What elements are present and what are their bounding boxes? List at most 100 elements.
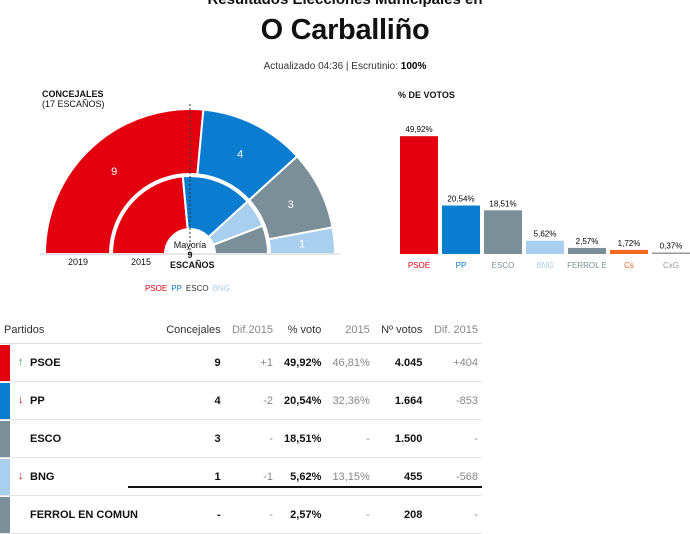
seats-cell: - [158, 495, 225, 534]
party-name: FERROL EN COMUN [30, 508, 138, 521]
vote-bar-cs [610, 249, 648, 254]
legend-psoe: PSOE [145, 284, 168, 293]
party-name: ESCO [30, 432, 62, 445]
vote-label-ferrol-e: 2,57% [576, 237, 599, 246]
seats-legend: PSOE PP ESCO BNG [145, 284, 234, 293]
pct-2015-cell: 32,36% [325, 381, 374, 420]
votes-cell: 1.664 [373, 381, 427, 420]
results-table: Partidos Concejales Dif.2015 % voto 2015… [0, 317, 482, 534]
seats-diff-cell: -1 [224, 457, 277, 496]
votes-diff-cell: - [426, 495, 482, 534]
trend-arrow-icon: ↓ [18, 470, 24, 483]
party-name: PSOE [30, 356, 61, 369]
party-color-swatch [0, 458, 10, 495]
votes-cell: 455 [373, 457, 427, 496]
col-votes: Nº votos [373, 317, 427, 344]
pct-2015-cell: 13,15% [325, 457, 374, 496]
party-name: PP [30, 394, 45, 407]
pct-cell: 2,57% [276, 495, 326, 534]
col-dif-seats: Dif.2015 [224, 317, 277, 344]
year-2015-label: 2015 [131, 257, 152, 267]
vote-category-cs: Cs [624, 261, 634, 270]
vote-label-esco: 18,51% [489, 199, 516, 208]
col-concejales: Concejales [158, 317, 225, 344]
vote-category-esco: ESCO [492, 261, 515, 270]
pct-2015-cell: - [325, 419, 374, 458]
vote-category-ferrol-e: FERROL E [567, 261, 607, 270]
charts-canvas: 9 4 3 1 49,92% PSOE 20,54% PP 18,51% ESCO 5,62% BNG… [40, 104, 690, 270]
seats-cell: 3 [158, 419, 225, 458]
table-row: ESCO 3-18,51% -1.500- [0, 419, 482, 458]
majority-label: Mayoría 9 ESCAÑOS [170, 240, 215, 270]
legend-pp: PP [171, 284, 182, 293]
votes-diff-cell: +404 [426, 343, 482, 382]
seat-count-pp: 4 [237, 148, 243, 160]
seat-arc-2015-psoe [110, 175, 189, 255]
vote-category-bng: BNG [536, 261, 553, 270]
legend-bng: BNG [212, 284, 230, 293]
seats-diff-cell: - [224, 495, 277, 534]
col-pct-voto: % voto [276, 317, 326, 344]
trend-arrow-icon: ↑ [18, 356, 24, 369]
pct-cell: 18,51% [276, 419, 326, 458]
page-title: O Carballiño [260, 14, 430, 46]
seats-cell: 9 [158, 343, 225, 382]
vote-category-psoe: PSOE [408, 261, 430, 270]
pct-cell: 49,92% [276, 343, 326, 382]
party-cell: ↑ PSOE [0, 343, 158, 382]
seat-count-esco: 3 [288, 199, 294, 211]
votes-cell: 1.500 [373, 419, 427, 458]
kicker-title: Resultados Elecciones Municipales en [0, 0, 690, 8]
vote-label-pp: 20,54% [447, 195, 474, 204]
party-name: BNG [30, 470, 55, 483]
vote-label-cxg: 0,37% [660, 242, 683, 251]
votes-label: % DE VOTOS [398, 90, 455, 100]
votes-cell: 4.045 [373, 343, 427, 382]
vote-bar-pp [442, 205, 480, 254]
update-status: Actualizado 04:36 | Escrutinio: 100% [263, 61, 427, 72]
party-color-swatch [0, 496, 10, 533]
votes-cell: 208 [373, 495, 427, 534]
col-votes-dif: Dif. 2015 [426, 317, 482, 344]
vote-label-bng: 5,62% [534, 230, 557, 239]
pct-cell: 5,62% [276, 457, 326, 496]
table-bottom-rule [128, 486, 482, 488]
seats-diff-cell: +1 [224, 343, 277, 382]
party-cell: ↓ PP [0, 381, 158, 420]
vote-category-cxg: CxG [663, 261, 679, 270]
votes-diff-cell: - [426, 419, 482, 458]
table-row: FERROL EN COMUN - -2,57% -208- [0, 495, 482, 534]
party-color-swatch [0, 382, 10, 419]
seat-arc-2019-psoe [43, 108, 205, 255]
table-row: ↑ PSOE 9 +1 49,92% 46,81% 4.045 +404 [0, 343, 482, 382]
votes-diff-cell: -568 [426, 457, 482, 496]
vote-bar-bng [526, 240, 564, 254]
seats-cell: 1 [158, 457, 225, 496]
scrutiny-value: 100% [400, 61, 427, 72]
votes-diff-cell: -853 [426, 381, 482, 420]
seats-cell: 4 [158, 381, 225, 420]
table-row: ↓ PP 4 -2 20,54% 32,36% 1.664 -853 [0, 381, 482, 420]
pct-cell: 20,54% [276, 381, 326, 420]
legend-esco: ESCO [185, 284, 209, 293]
col-pct-2015: 2015 [325, 317, 374, 344]
party-cell: ESCO [0, 419, 158, 458]
vote-bar-psoe [400, 136, 438, 254]
pct-2015-cell: - [325, 495, 374, 534]
seats-diff-cell: - [224, 419, 277, 458]
party-cell: FERROL EN COMUN [0, 495, 158, 534]
vote-bar-ferrol-e [568, 247, 606, 254]
table-row: ↓ BNG 1 -1 5,62% 13,15% 455 -568 [0, 457, 482, 496]
party-color-swatch [0, 420, 10, 457]
table-header-row: Partidos Concejales Dif.2015 % voto 2015… [0, 317, 482, 344]
pct-2015-cell: 46,81% [325, 343, 374, 382]
seats-diff-cell: -2 [224, 381, 277, 420]
col-partidos: Partidos [0, 317, 158, 344]
party-color-swatch [0, 344, 10, 381]
year-2019-label: 2019 [68, 257, 89, 267]
trend-arrow-icon: ↓ [18, 394, 24, 407]
seat-count-bng: 1 [299, 239, 305, 251]
vote-bar-cxg [652, 252, 690, 254]
seat-count-psoe: 9 [111, 166, 117, 178]
vote-label-psoe: 49,92% [405, 125, 432, 134]
